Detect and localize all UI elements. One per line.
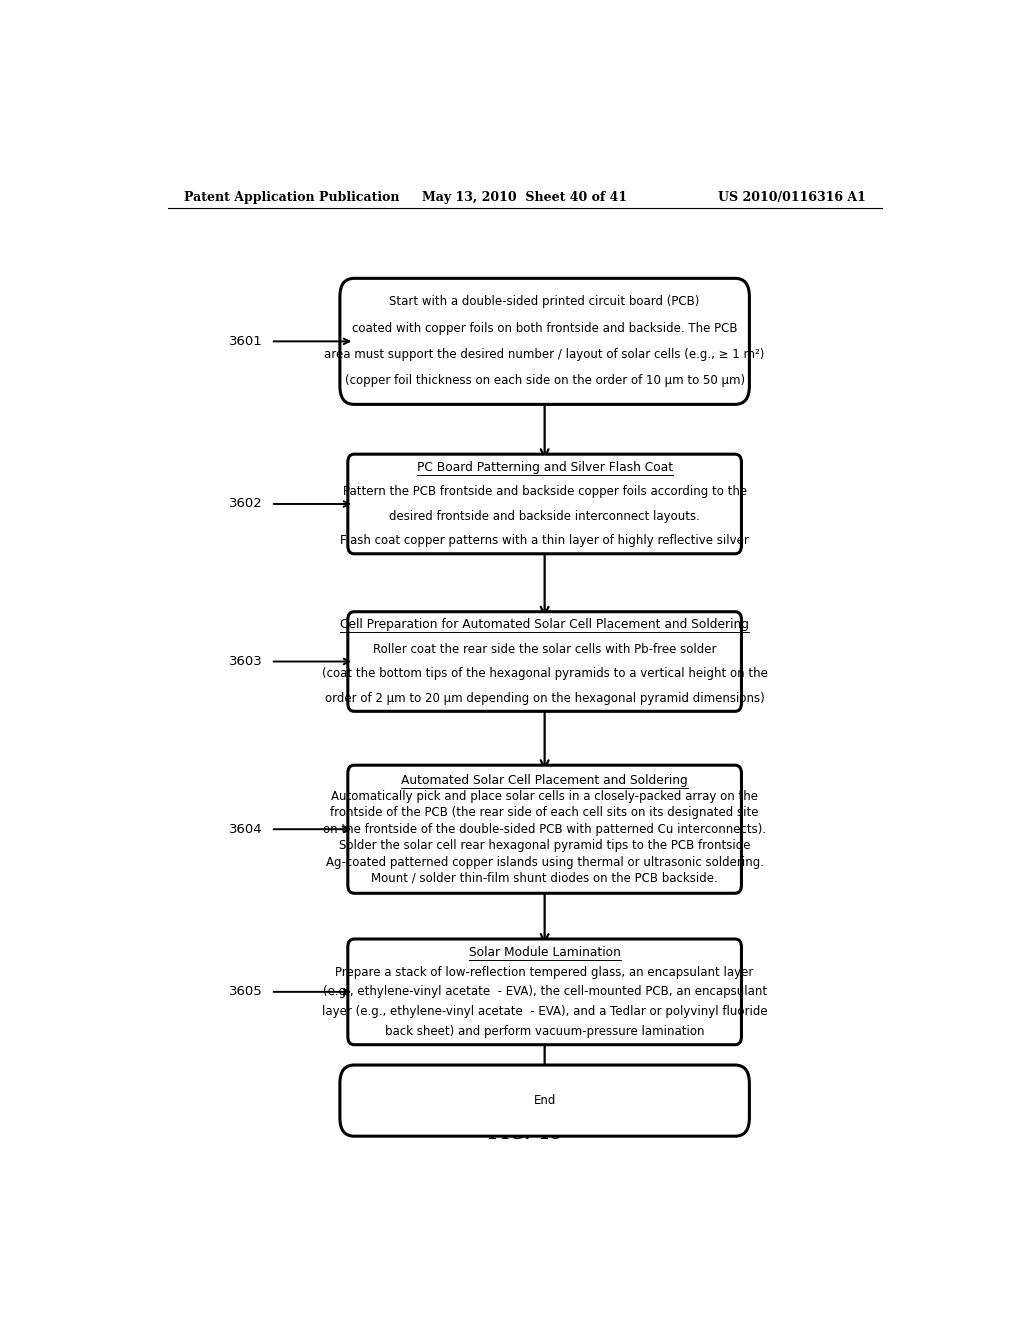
Text: (e.g., ethylene-vinyl acetate  - EVA), the cell-mounted PCB, an encapsulant: (e.g., ethylene-vinyl acetate - EVA), th… (323, 985, 767, 998)
Text: Solar Module Lamination: Solar Module Lamination (469, 946, 621, 960)
Text: Mount / solder thin-film shunt diodes on the PCB backside.: Mount / solder thin-film shunt diodes on… (372, 873, 718, 884)
Text: PC Board Patterning and Silver Flash Coat: PC Board Patterning and Silver Flash Coa… (417, 461, 673, 474)
Text: (copper foil thickness on each side on the order of 10 μm to 50 μm): (copper foil thickness on each side on t… (345, 374, 744, 387)
Text: US 2010/0116316 A1: US 2010/0116316 A1 (718, 190, 866, 203)
FancyBboxPatch shape (340, 279, 750, 404)
Text: FIG. 40: FIG. 40 (487, 1125, 562, 1143)
Text: layer (e.g., ethylene-vinyl acetate  - EVA), and a Tedlar or polyvinyl fluoride: layer (e.g., ethylene-vinyl acetate - EV… (322, 1005, 767, 1018)
Text: 3604: 3604 (229, 822, 263, 836)
FancyBboxPatch shape (340, 1065, 750, 1137)
Text: 3602: 3602 (229, 498, 263, 511)
Text: Pattern the PCB frontside and backside copper foils according to the: Pattern the PCB frontside and backside c… (343, 486, 746, 498)
Text: Roller coat the rear side the solar cells with Pb-free solder: Roller coat the rear side the solar cell… (373, 643, 717, 656)
Text: Ag-coated patterned copper islands using thermal or ultrasonic soldering.: Ag-coated patterned copper islands using… (326, 855, 764, 869)
Text: Automated Solar Cell Placement and Soldering: Automated Solar Cell Placement and Solde… (401, 774, 688, 787)
Text: order of 2 μm to 20 μm depending on the hexagonal pyramid dimensions): order of 2 μm to 20 μm depending on the … (325, 692, 765, 705)
FancyBboxPatch shape (348, 454, 741, 554)
Text: desired frontside and backside interconnect layouts.: desired frontside and backside interconn… (389, 510, 700, 523)
Text: End: End (534, 1094, 556, 1107)
Text: area must support the desired number / layout of solar cells (e.g., ≥ 1 m²): area must support the desired number / l… (325, 348, 765, 360)
Text: May 13, 2010  Sheet 40 of 41: May 13, 2010 Sheet 40 of 41 (422, 190, 628, 203)
Text: Solder the solar cell rear hexagonal pyramid tips to the PCB frontside: Solder the solar cell rear hexagonal pyr… (339, 840, 751, 853)
Text: back sheet) and perform vacuum-pressure lamination: back sheet) and perform vacuum-pressure … (385, 1024, 705, 1038)
Text: Automatically pick and place solar cells in a closely-packed array on the: Automatically pick and place solar cells… (331, 789, 758, 803)
FancyBboxPatch shape (348, 939, 741, 1044)
Text: 3603: 3603 (229, 655, 263, 668)
Text: coated with copper foils on both frontside and backside. The PCB: coated with copper foils on both frontsi… (352, 322, 737, 335)
Text: 3605: 3605 (229, 985, 263, 998)
FancyBboxPatch shape (348, 611, 741, 711)
Text: 3601: 3601 (229, 335, 263, 348)
Text: frontside of the PCB (the rear side of each cell sits on its designated site: frontside of the PCB (the rear side of e… (331, 807, 759, 820)
Text: Cell Preparation for Automated Solar Cell Placement and Soldering: Cell Preparation for Automated Solar Cel… (340, 618, 750, 631)
Text: Start with a double-sided printed circuit board (PCB): Start with a double-sided printed circui… (389, 296, 699, 309)
Text: on the frontside of the double-sided PCB with patterned Cu interconnects).: on the frontside of the double-sided PCB… (324, 822, 766, 836)
Text: Flash coat copper patterns with a thin layer of highly reflective silver: Flash coat copper patterns with a thin l… (340, 535, 750, 548)
Text: (coat the bottom tips of the hexagonal pyramids to a vertical height on the: (coat the bottom tips of the hexagonal p… (322, 667, 768, 680)
Text: Prepare a stack of low-reflection tempered glass, an encapsulant layer: Prepare a stack of low-reflection temper… (336, 966, 754, 978)
FancyBboxPatch shape (348, 766, 741, 894)
Text: Patent Application Publication: Patent Application Publication (183, 190, 399, 203)
